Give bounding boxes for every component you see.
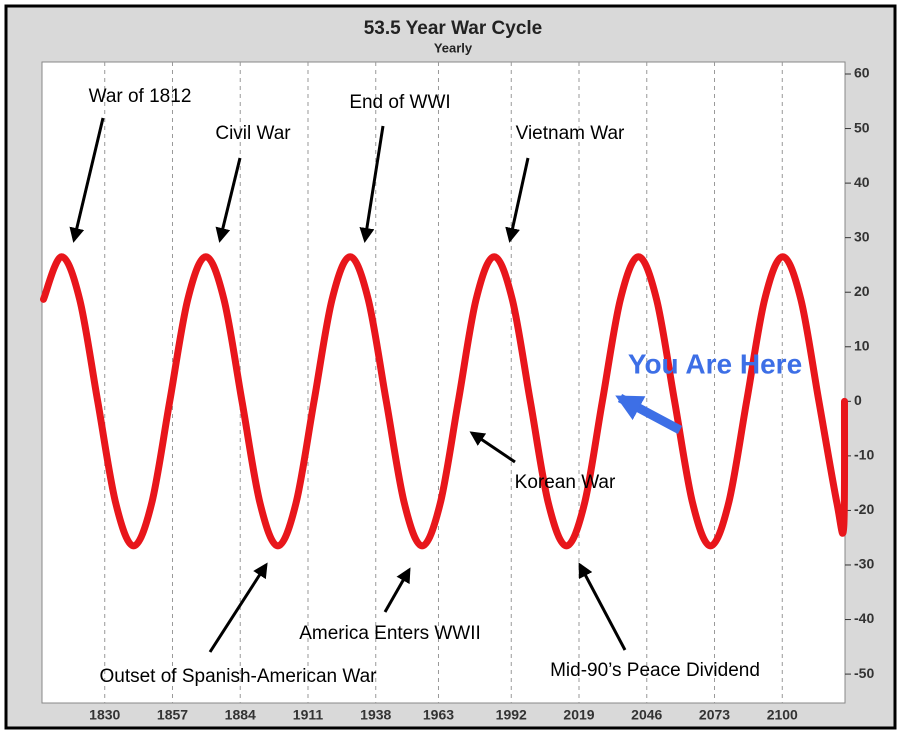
annotation: Korean War xyxy=(515,472,616,493)
arrow xyxy=(615,394,683,434)
x-tick-label: 2046 xyxy=(631,707,662,723)
y-tick-label: -50 xyxy=(854,665,874,681)
chart-title: 53.5 Year War Cycle xyxy=(364,18,543,39)
arrow xyxy=(208,562,268,653)
y-tick-label: 30 xyxy=(854,228,870,244)
y-tick-label: 10 xyxy=(854,337,870,353)
x-tick-label: 1963 xyxy=(423,707,454,723)
chart-subtitle: Yearly xyxy=(434,40,473,55)
y-tick-label: 0 xyxy=(854,392,862,408)
annotation: America Enters WWII xyxy=(299,623,481,644)
annotation: Civil War xyxy=(215,123,291,144)
y-tick-label: -10 xyxy=(854,447,874,463)
x-tick-label: 1992 xyxy=(496,707,527,723)
x-tick-label: 2073 xyxy=(699,707,730,723)
annotation: End of WWI xyxy=(349,92,450,113)
annotation: Mid-90’s Peace Dividend xyxy=(550,660,760,681)
plot-area xyxy=(41,61,846,704)
x-tick-label: 2019 xyxy=(563,707,594,723)
y-tick-label: -40 xyxy=(854,610,874,626)
arrow xyxy=(469,431,516,464)
x-tick-label: 1857 xyxy=(157,707,188,723)
arrow xyxy=(505,157,530,243)
annotation: You Are Here xyxy=(628,348,802,379)
x-tick-label: 1911 xyxy=(293,707,324,723)
y-tick-label: 40 xyxy=(854,174,870,190)
y-tick-label: 20 xyxy=(854,283,870,299)
arrow xyxy=(359,125,385,243)
arrow xyxy=(383,567,411,613)
y-tick-label: -30 xyxy=(854,556,874,572)
annotation: Vietnam War xyxy=(516,123,625,144)
x-tick-label: 2100 xyxy=(767,707,798,723)
arrow xyxy=(578,562,627,651)
arrow xyxy=(69,117,105,243)
y-tick-label: 60 xyxy=(854,65,870,81)
x-tick-label: 1884 xyxy=(225,707,256,723)
data-line xyxy=(40,253,849,550)
arrow xyxy=(215,157,242,243)
annotation: Outset of Spanish-American War xyxy=(99,666,377,687)
annotation: War of 1812 xyxy=(89,86,192,107)
x-tick-label: 1830 xyxy=(89,707,120,723)
x-tick-label: 1938 xyxy=(360,707,391,723)
annotations: War of 1812 Civil War End of WWI Vietnam… xyxy=(69,86,802,687)
y-tick-label: -20 xyxy=(854,501,874,517)
y-tick-label: 50 xyxy=(854,119,870,135)
